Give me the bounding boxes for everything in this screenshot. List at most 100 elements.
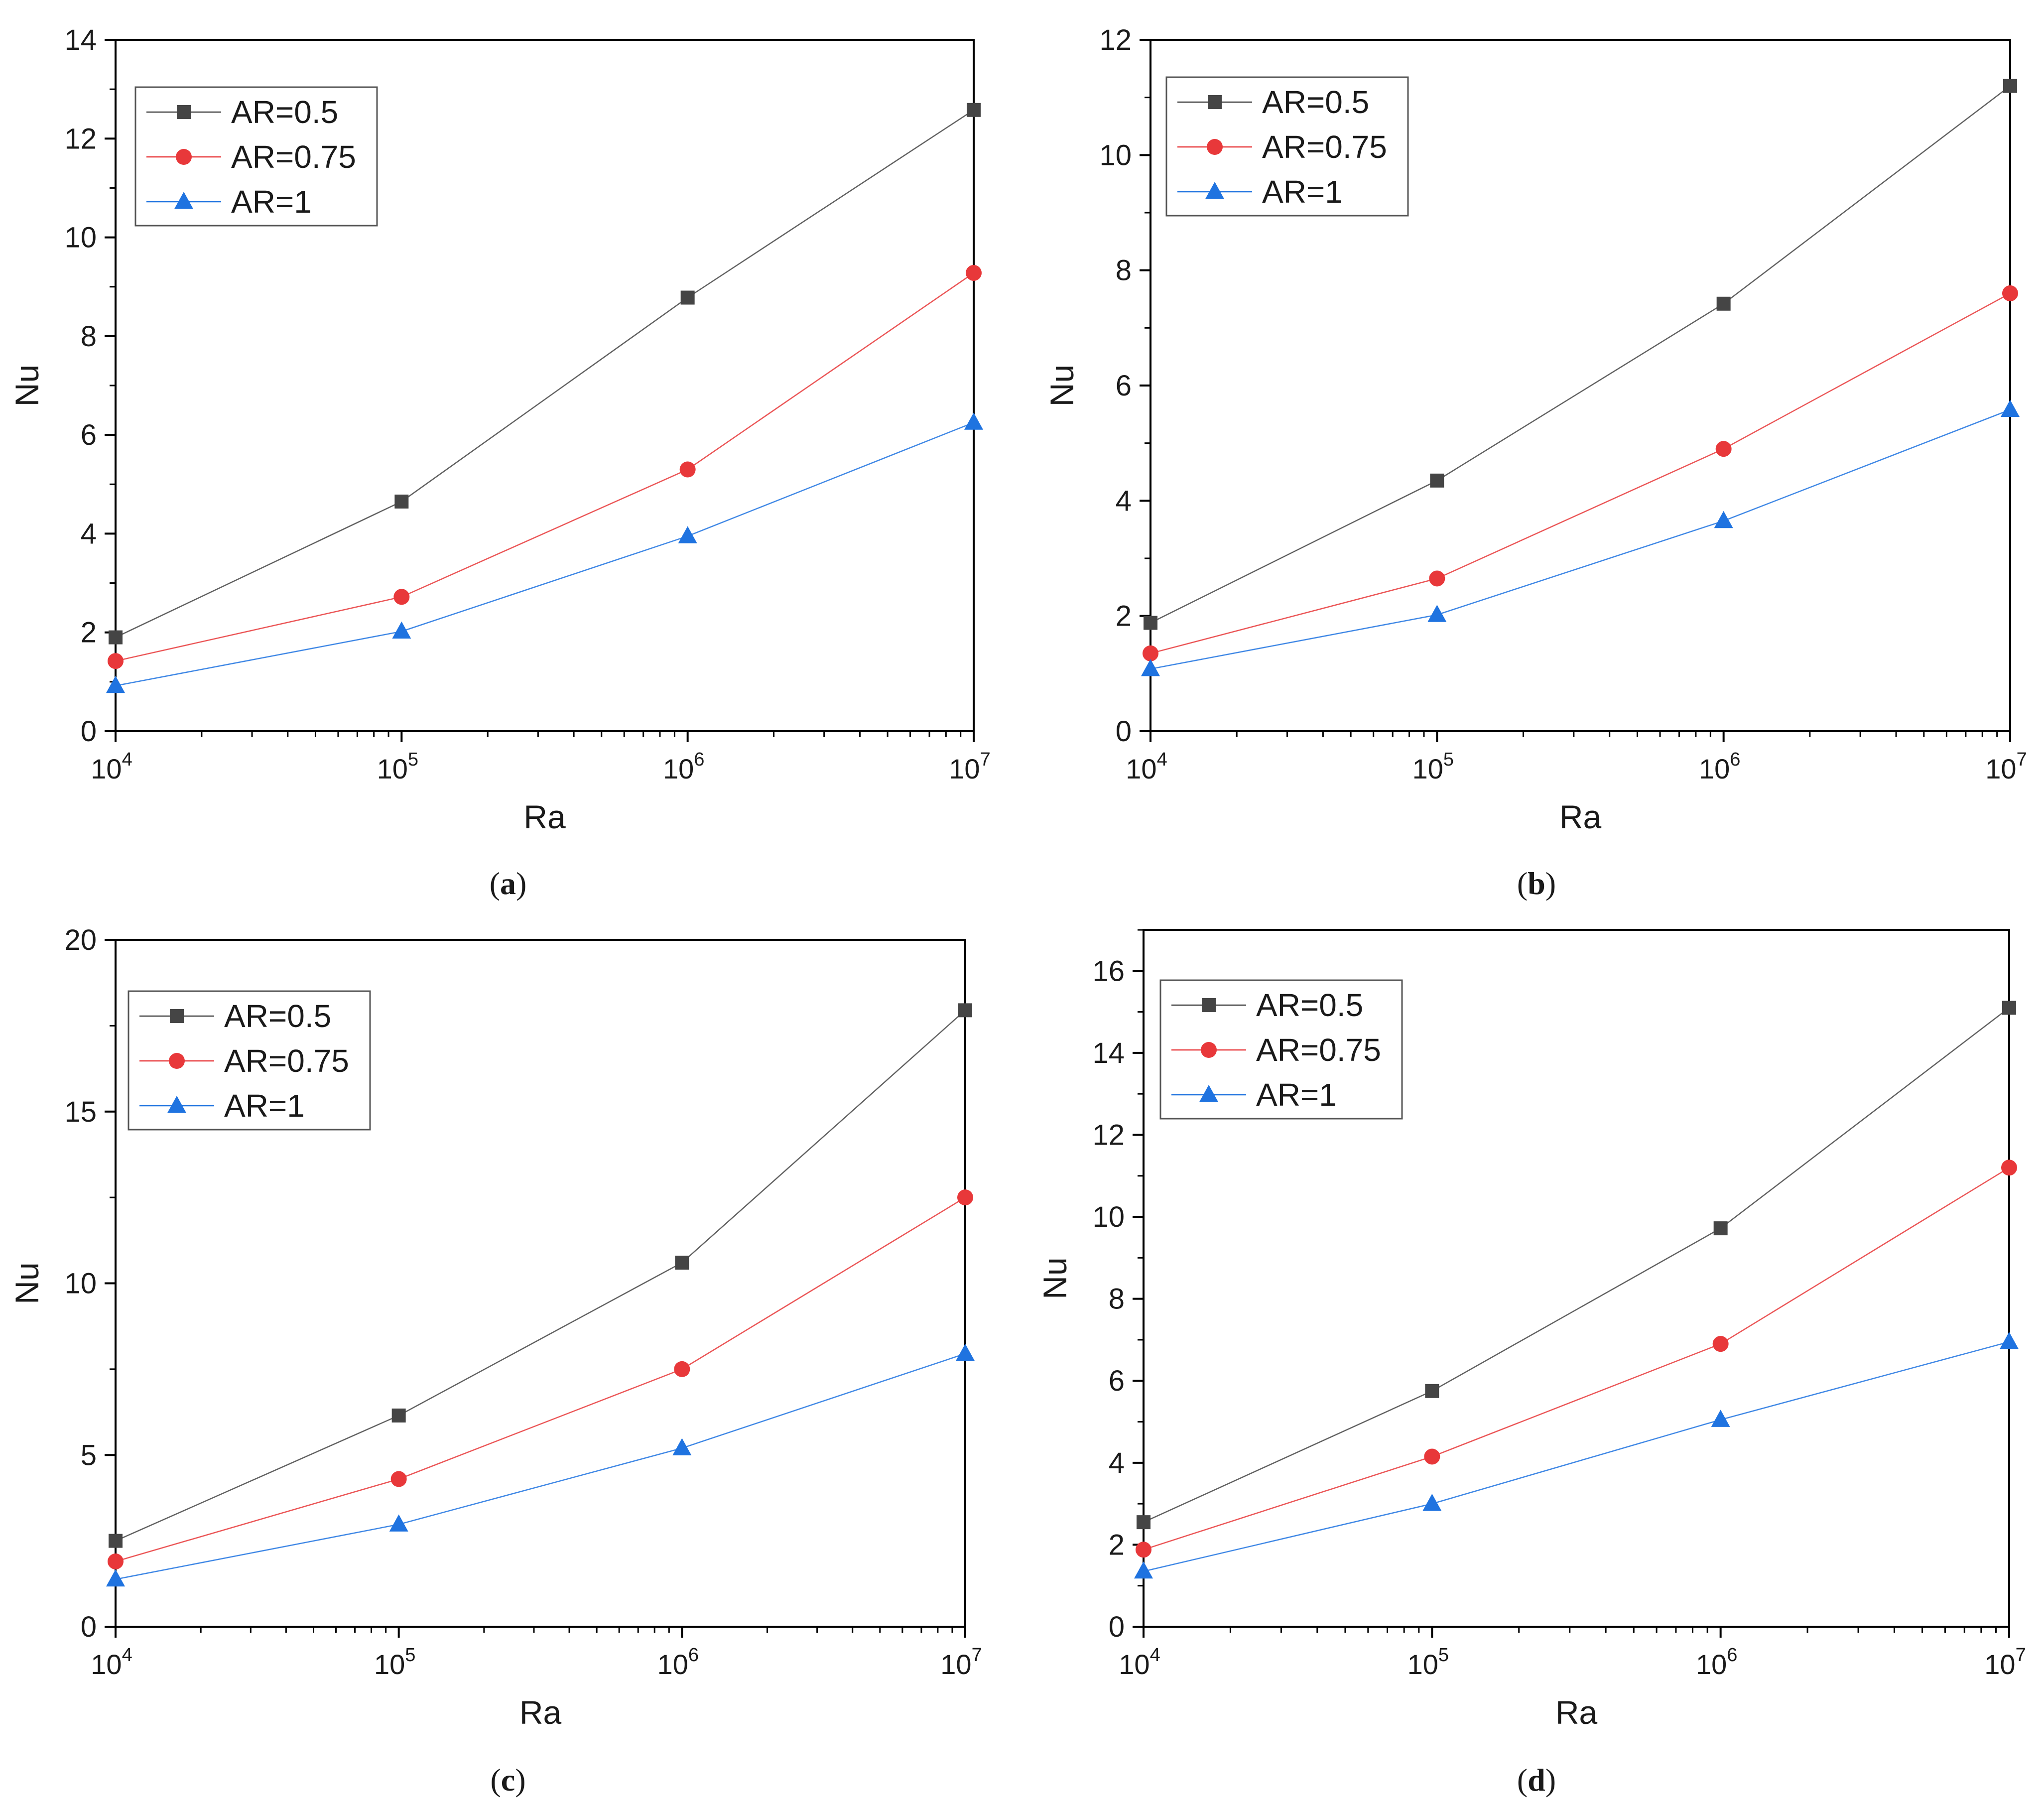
y-tick-label: 0: [81, 1611, 97, 1643]
data-point: [675, 1256, 689, 1270]
legend-marker: [174, 192, 193, 209]
y-tick-label: 4: [1109, 1447, 1125, 1479]
data-point: [1427, 605, 1447, 622]
y-tick-label: 10: [64, 1268, 97, 1300]
legend-marker: [1199, 1085, 1218, 1102]
y-tick-label: 0: [1116, 715, 1132, 748]
y-axis-label: Nu: [1036, 1257, 1073, 1299]
y-tick-label: 5: [81, 1439, 97, 1471]
legend: AR=0.5 AR=0.75 AR=1: [134, 86, 378, 227]
panel-caption: (b): [1517, 866, 1556, 901]
y-tick-label: 12: [1099, 24, 1132, 56]
plot-frame: [1143, 929, 2010, 1628]
data-point: [1716, 296, 1731, 311]
y-tick-label: 14: [64, 24, 97, 56]
x-tick-label: 104: [91, 749, 132, 784]
data-point: [1712, 1336, 1729, 1352]
y-axis-label: Nu: [8, 365, 45, 406]
data-point: [966, 264, 982, 281]
legend-marker: [169, 1053, 185, 1069]
legend: AR=0.5 AR=0.75 AR=1: [128, 990, 371, 1131]
data-point: [679, 461, 696, 478]
legend-label: AR=1: [1262, 174, 1343, 210]
series-line-1: [1143, 1007, 2010, 1523]
legend-label: AR=0.5: [1256, 987, 1363, 1023]
y-tick-label: 0: [81, 715, 97, 748]
y-tick-label: 6: [81, 419, 97, 451]
y-tick-label: 2: [81, 617, 97, 649]
data-point: [964, 412, 983, 430]
y-tick-label: 8: [1116, 255, 1132, 287]
data-point: [672, 1438, 692, 1455]
data-point: [2001, 1160, 2017, 1176]
x-axis-label: Ra: [1555, 1694, 1598, 1731]
legend-marker: [167, 1096, 186, 1113]
data-point: [393, 589, 410, 605]
y-axis-label: Nu: [1043, 365, 1080, 406]
data-point: [1422, 1494, 1442, 1511]
data-point: [394, 494, 409, 509]
y-tick-label: 6: [1109, 1365, 1125, 1397]
legend-label: AR=0.5: [231, 94, 338, 130]
data-point: [1429, 570, 1445, 587]
y-tick-label: 10: [1099, 139, 1132, 171]
y-tick-label: 12: [64, 123, 97, 155]
y-tick-label: 4: [1116, 485, 1132, 517]
data-point: [1715, 441, 1732, 457]
data-point: [958, 1003, 972, 1018]
series-line-1: [115, 1010, 966, 1542]
data-point: [1714, 511, 1733, 528]
x-tick-label: 105: [1412, 749, 1454, 784]
legend: AR=0.5 AR=0.75 AR=1: [1159, 979, 1403, 1120]
legend-marker: [176, 149, 192, 165]
x-axis-label: Ra: [519, 1694, 562, 1731]
data-point: [1144, 616, 1157, 630]
data-point: [1711, 1410, 1730, 1427]
data-point: [108, 653, 124, 669]
data-point: [389, 1514, 408, 1532]
legend-marker: [1201, 1042, 1217, 1058]
data-point: [957, 1189, 973, 1206]
data-point: [108, 1553, 124, 1569]
x-tick-label: 105: [374, 1645, 415, 1680]
data-point: [956, 1343, 975, 1361]
data-point: [391, 1408, 406, 1423]
data-point: [2000, 1332, 2019, 1349]
data-point: [390, 1471, 407, 1487]
data-point: [1713, 1221, 1728, 1236]
data-point: [2003, 79, 2017, 93]
legend-label: AR=1: [231, 184, 312, 220]
x-axis-label: Ra: [1559, 798, 1602, 835]
y-axis-label: Nu: [8, 1262, 45, 1304]
data-point: [1136, 1542, 1151, 1558]
series-line-1: [1150, 85, 2011, 624]
y-tick-label: 20: [64, 924, 97, 956]
y-tick-label: 10: [64, 222, 97, 254]
series-line-1: [115, 109, 974, 638]
series-line-3: [1143, 1341, 2010, 1572]
data-point: [1430, 473, 1444, 488]
y-tick-label: 15: [64, 1096, 97, 1128]
data-point: [1134, 1561, 1153, 1579]
x-tick-label: 107: [1985, 749, 2027, 784]
panel-caption: (c): [490, 1762, 525, 1798]
legend-label: AR=0.5: [224, 998, 331, 1034]
data-point: [674, 1361, 690, 1377]
data-point: [392, 621, 411, 639]
legend: AR=0.5 AR=0.75 AR=1: [1165, 76, 1409, 217]
data-point: [2001, 399, 2020, 417]
x-axis-label: Ra: [523, 798, 566, 835]
legend-marker: [177, 105, 191, 119]
legend-label: AR=0.75: [231, 139, 356, 175]
legend-label: AR=1: [224, 1088, 305, 1124]
legend-marker: [1208, 95, 1222, 109]
series-line-3: [1150, 409, 2011, 670]
y-tick-label: 8: [81, 320, 97, 353]
panel-caption: (a): [490, 866, 527, 901]
series-line-3: [115, 422, 974, 687]
